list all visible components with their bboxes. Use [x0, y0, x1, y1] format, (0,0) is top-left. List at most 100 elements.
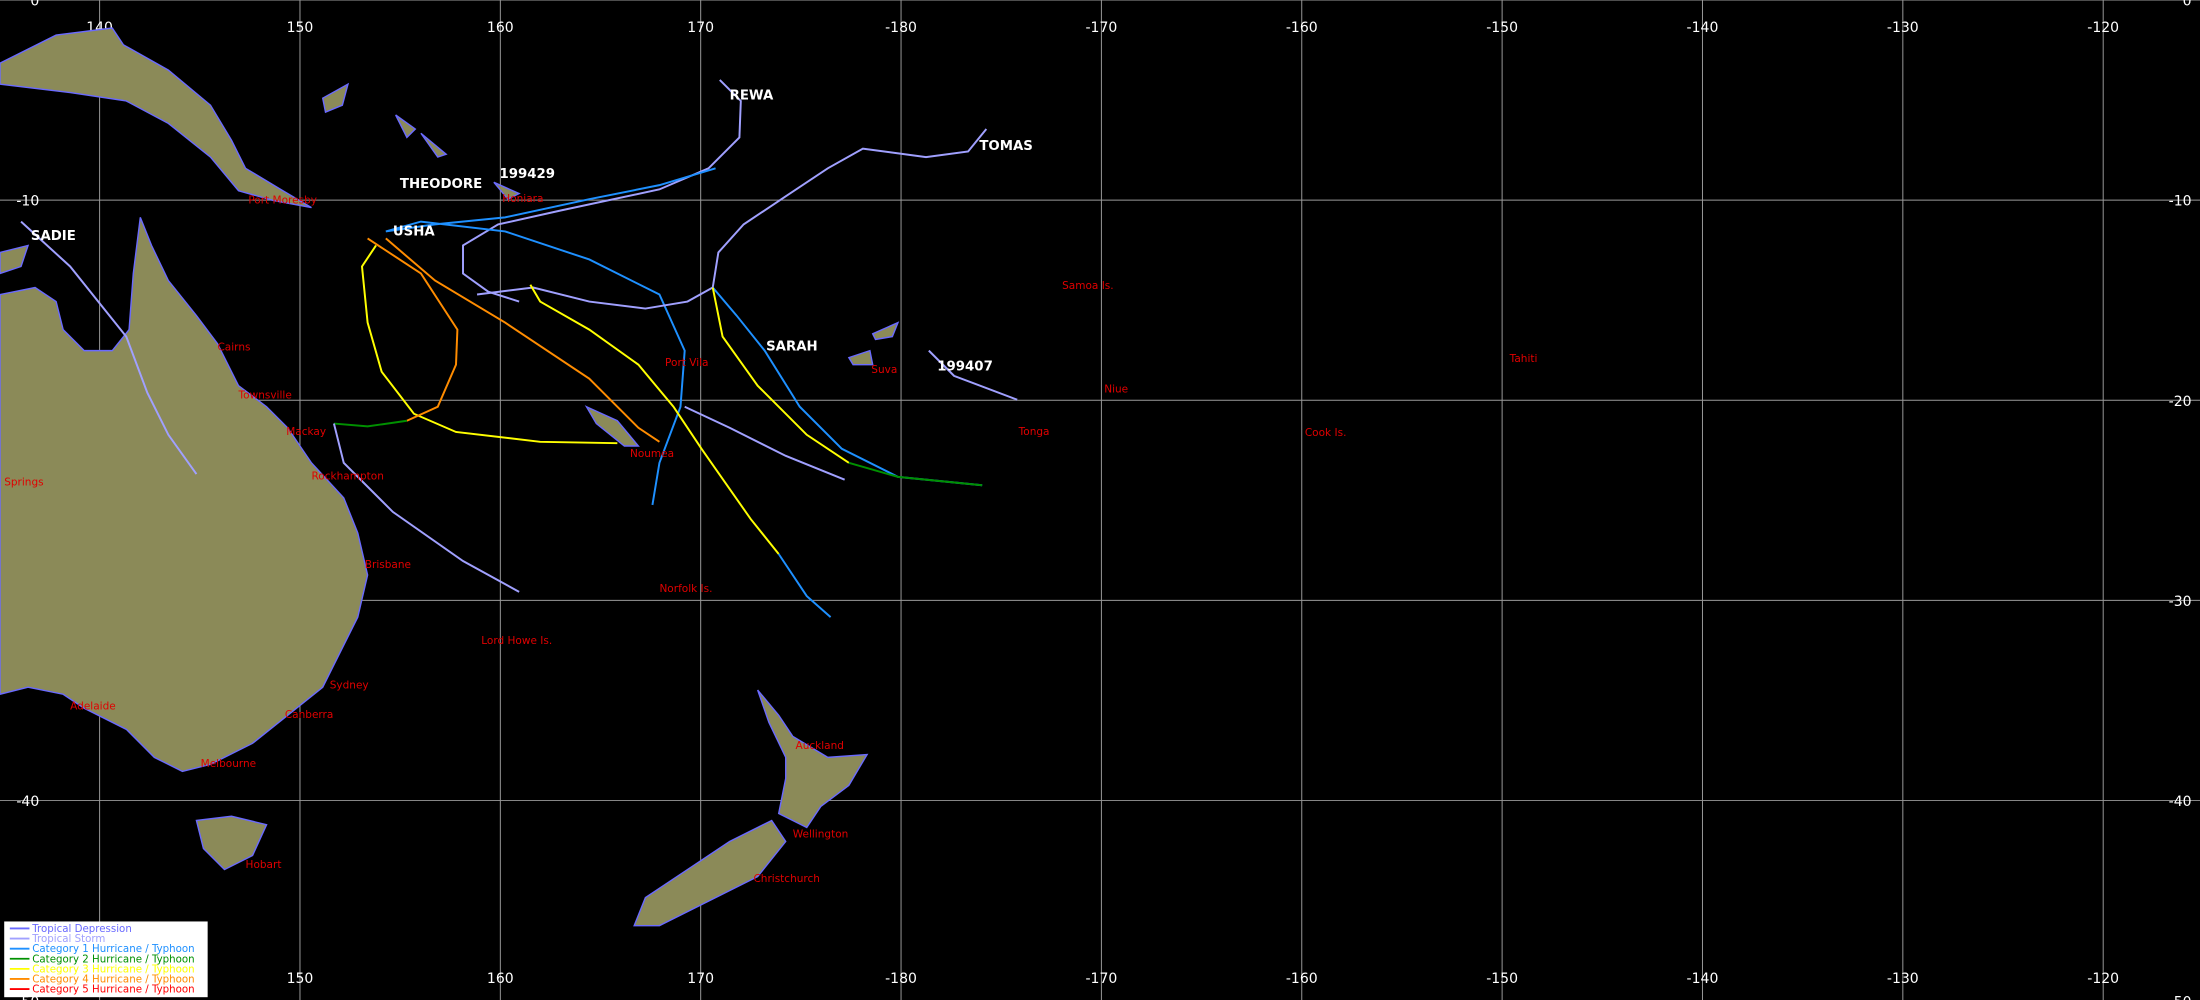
storm-name: TOMAS [979, 139, 1033, 154]
place-name: Hobart [246, 859, 282, 871]
longitude-label: -120 [2087, 971, 2119, 987]
place-name: Springs [4, 476, 43, 488]
place-name: Mackay [286, 426, 326, 438]
papua-new-guinea [0, 27, 312, 209]
storm-name: REWA [730, 89, 774, 104]
legend-box [4, 921, 208, 998]
storm-track [332, 423, 520, 593]
storm-track [777, 553, 832, 618]
storm-labels: REWA TOMAS THEODORE 199429 USHA SADIE SA… [31, 89, 1033, 375]
longitude-label: -140 [1687, 971, 1719, 987]
place-name: Suva [871, 364, 897, 376]
land [0, 27, 900, 927]
place-name: Adelaide [70, 701, 116, 713]
place-name: Wellington [793, 828, 849, 840]
legend-label: Category 3 Hurricane / Typhoon [32, 963, 194, 975]
storm-name: USHA [393, 225, 436, 240]
place-name: Port Vila [665, 357, 708, 369]
storm-track [476, 128, 988, 310]
place-name: Norfolk Is. [659, 583, 712, 595]
longitude-label: -130 [1887, 971, 1919, 987]
longitude-label: -160 [1286, 20, 1318, 36]
storm-track [848, 461, 983, 487]
storm-track [529, 284, 780, 555]
place-name: Canberra [285, 709, 334, 721]
storm-track [711, 287, 850, 464]
storm-track [20, 220, 198, 475]
storm-track [367, 237, 459, 422]
nz-south [633, 819, 787, 927]
islands [0, 82, 521, 275]
latitude-label: -10 [16, 194, 39, 210]
new-caledonia [584, 405, 640, 447]
storm-name: THEODORE [400, 177, 482, 192]
place-name: Port Moresby [248, 194, 317, 206]
longitude-label: 160 [487, 971, 514, 987]
nz-north [756, 689, 869, 829]
longitude-label: 170 [687, 20, 714, 36]
place-labels: Port Moresby Honiara Cairns Townsville M… [4, 193, 1537, 885]
storm-name: 199429 [499, 167, 555, 182]
legend-label: Category 5 Hurricane / Typhoon [32, 984, 194, 996]
storm-track [360, 244, 618, 445]
storm-track [684, 405, 846, 481]
place-name: Christchurch [753, 873, 820, 885]
place-name: Auckland [796, 740, 844, 752]
longitude-label: -130 [1887, 20, 1919, 36]
legend-label: Category 4 Hurricane / Typhoon [32, 973, 194, 985]
legend-label: Tropical Depression [31, 923, 132, 935]
latitude-label: -50 [2169, 994, 2192, 1000]
fiji-north [871, 321, 900, 341]
legend-label: Category 1 Hurricane / Typhoon [32, 943, 194, 955]
legend-label: Category 2 Hurricane / Typhoon [32, 953, 194, 965]
longitude-label: -160 [1286, 971, 1318, 987]
place-name: Noumea [630, 448, 674, 460]
latitude-label: -30 [2169, 594, 2192, 610]
place-name: Rockhampton [311, 471, 383, 483]
storm-track [462, 79, 742, 303]
place-name: Melbourne [201, 758, 257, 770]
latitude-label: 0 [2183, 0, 2192, 10]
latitude-label: -10 [2169, 194, 2192, 210]
storm-track [385, 167, 716, 506]
tracks [20, 79, 1018, 618]
place-name: Cairns [217, 342, 250, 354]
longitude-label: -120 [2087, 20, 2119, 36]
longitude-label: 160 [487, 20, 514, 36]
storm-name: 199407 [937, 359, 993, 374]
storm-name: SADIE [31, 229, 76, 244]
longitude-label: -180 [885, 20, 917, 36]
place-name: Tahiti [1509, 353, 1538, 365]
storm-track [928, 349, 1018, 401]
australia [0, 217, 369, 773]
longitude-label: -170 [1085, 20, 1117, 36]
place-name: Lord Howe Is. [481, 635, 552, 647]
latitude-label: -20 [2169, 394, 2192, 410]
legend-label: Tropical Storm [31, 933, 105, 945]
place-name: Samoa Is. [1062, 280, 1114, 292]
longitude-label: 150 [287, 20, 314, 36]
longitude-label: 150 [287, 971, 314, 987]
place-name: Brisbane [365, 559, 411, 571]
longitude-label: -150 [1486, 20, 1518, 36]
place-name: Tonga [1018, 426, 1050, 438]
longitude-label: -140 [1687, 20, 1719, 36]
tasmania [195, 815, 268, 871]
latitude-label: -40 [2169, 794, 2192, 810]
place-name: Honiara [502, 193, 543, 205]
place-name: Cook Is. [1305, 427, 1347, 439]
place-name: Sydney [330, 680, 369, 692]
place-name: Townsville [238, 389, 292, 401]
latitude-label: 0 [30, 0, 39, 10]
storm-name: SARAH [766, 340, 818, 355]
storm-track [333, 419, 408, 428]
fiji [847, 349, 874, 366]
longitude-label: -180 [885, 971, 917, 987]
longitude-label: 170 [687, 971, 714, 987]
place-name: Niue [1104, 384, 1128, 396]
storm-track [385, 237, 660, 443]
